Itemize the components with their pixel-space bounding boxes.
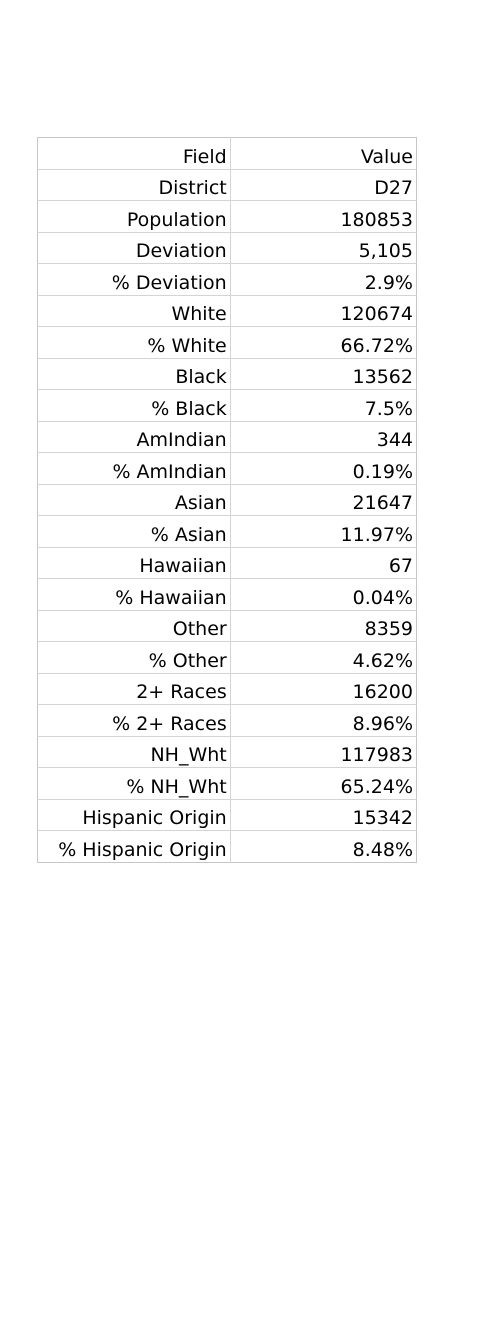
table-row: Population 180853 [37, 200, 417, 233]
table-row: Black 13562 [37, 358, 417, 390]
field-cell: % Hawaiian [37, 578, 231, 611]
field-cell: NH_Wht [37, 736, 231, 768]
value-cell: 13562 [230, 358, 417, 390]
value-cell: 180853 [230, 200, 417, 233]
table-row: NH_Wht 117983 [37, 736, 417, 768]
table-row: Hispanic Origin 15342 [37, 799, 417, 831]
field-cell: White [37, 295, 231, 327]
value-cell: D27 [230, 169, 417, 201]
field-cell: 2+ Races [37, 673, 231, 705]
value-cell: 2.9% [230, 263, 417, 296]
field-cell: % Other [37, 641, 231, 674]
table-header-row: Field Value [37, 137, 417, 170]
table-row: % AmIndian 0.19% [37, 452, 417, 485]
field-cell: % 2+ Races [37, 704, 231, 737]
value-cell: 16200 [230, 673, 417, 705]
field-cell: % NH_Wht [37, 767, 231, 800]
field-cell: Asian [37, 484, 231, 516]
table-row: White 120674 [37, 295, 417, 327]
field-cell: % AmIndian [37, 452, 231, 485]
field-cell: Hawaiian [37, 547, 231, 579]
value-cell: 5,105 [230, 232, 417, 264]
field-cell: Hispanic Origin [37, 799, 231, 831]
table-row: District D27 [37, 169, 417, 201]
table-row: % Deviation 2.9% [37, 263, 417, 296]
table-row: AmIndian 344 [37, 421, 417, 453]
table-row: % 2+ Races 8.96% [37, 704, 417, 737]
value-cell: 21647 [230, 484, 417, 516]
table-row: Deviation 5,105 [37, 232, 417, 264]
table-row: Hawaiian 67 [37, 547, 417, 579]
table-row: 2+ Races 16200 [37, 673, 417, 705]
value-cell: 66.72% [230, 326, 417, 359]
table-row: % Hawaiian 0.04% [37, 578, 417, 611]
value-cell: 344 [230, 421, 417, 453]
field-cell: % Deviation [37, 263, 231, 296]
value-cell: 7.5% [230, 389, 417, 422]
table-row: % Black 7.5% [37, 389, 417, 422]
field-cell: AmIndian [37, 421, 231, 453]
value-cell: 8.48% [352, 838, 413, 861]
field-cell: % Black [37, 389, 231, 422]
table-row: Other 8359 [37, 610, 417, 642]
table-row: Asian 21647 [37, 484, 417, 516]
district-data-table: Field Value District D27 Population 180853 D… [37, 137, 417, 863]
table-body: Field Value District D27 Population 180853 D… [37, 137, 417, 862]
value-cell: 67 [230, 547, 417, 579]
value-cell: 0.04% [230, 578, 417, 611]
table-row: % Hispanic Origin 8.48% [37, 830, 417, 862]
value-cell: 8.96% [230, 704, 417, 737]
value-cell: 117983 [230, 736, 417, 768]
field-cell: % White [37, 326, 231, 359]
column-header-value: Value [230, 137, 417, 170]
value-cell: 120674 [230, 295, 417, 327]
field-cell: Other [37, 610, 231, 642]
value-cell: 0.19% [230, 452, 417, 485]
value-cell: 4.62% [230, 641, 417, 674]
value-cell: 11.97% [230, 515, 417, 548]
value-cell: 15342 [230, 799, 417, 831]
table-row: % White 66.72% [37, 326, 417, 359]
field-cell: Deviation [37, 232, 231, 264]
field-cell: % Asian [37, 515, 231, 548]
table-row: % Other 4.62% [37, 641, 417, 674]
value-cell: 8359 [230, 610, 417, 642]
table-row: % NH_Wht 65.24% [37, 767, 417, 800]
field-cell: Population [37, 200, 231, 233]
table-row: % Asian 11.97% [37, 515, 417, 548]
field-cell: District [37, 169, 231, 201]
value-cell: 65.24% [230, 767, 417, 800]
field-cell: Black [37, 358, 231, 390]
column-header-field: Field [37, 137, 231, 170]
field-cell: % Hispanic Origin [37, 830, 231, 862]
